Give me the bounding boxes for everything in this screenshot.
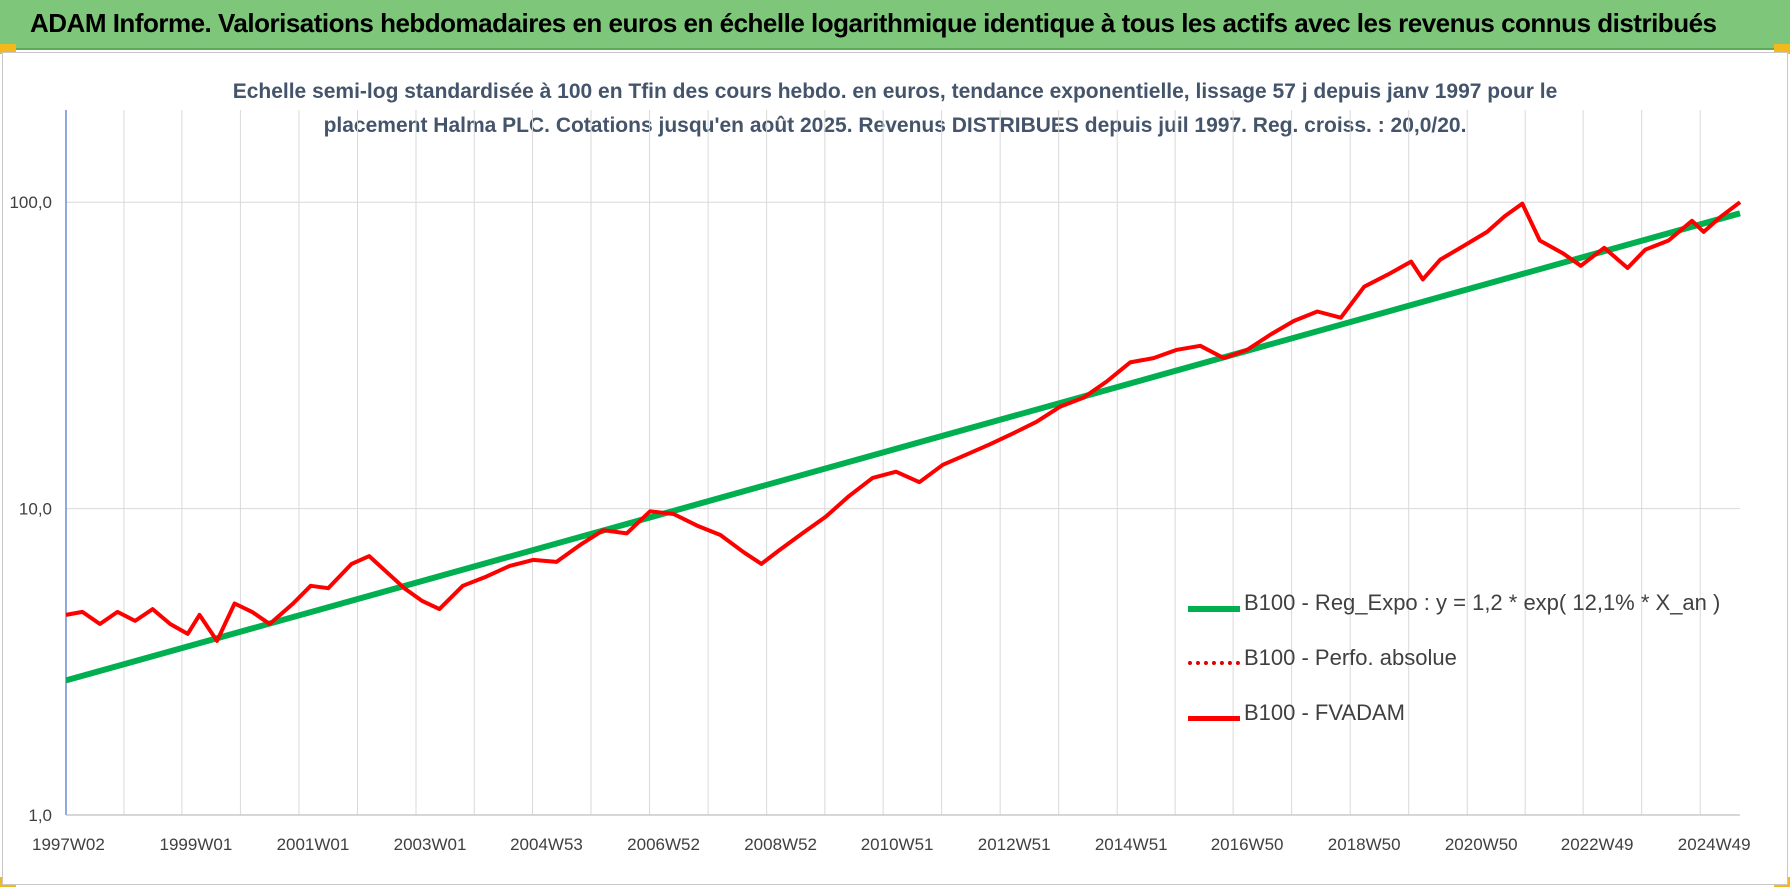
legend-swatch-perf-absolue <box>1188 661 1240 665</box>
chart-title-line-1: Echelle semi-log standardisée à 100 en T… <box>232 80 1558 103</box>
series-perf-absolue-line <box>65 201 1741 642</box>
x-tick-label: 1999W01 <box>160 835 233 854</box>
x-tick-label: 2003W01 <box>394 835 467 854</box>
y-tick-label: 100,0 <box>9 193 52 212</box>
x-tick-label: 2024W49 <box>1678 835 1751 854</box>
x-tick-label: 2004W53 <box>510 835 583 854</box>
legend-label-trend: B100 - Reg_Expo : y = 1,2 * exp( 12,1% *… <box>1244 590 1721 615</box>
series-lines <box>65 200 1742 684</box>
x-tick-label: 2020W50 <box>1445 835 1518 854</box>
series-fvadam-line <box>65 200 1742 643</box>
x-tick-label: 2012W51 <box>978 835 1051 854</box>
chart-area <box>2 52 1788 885</box>
legend-label-fvadam: B100 - FVADAM <box>1244 700 1405 725</box>
corner-accent-left <box>0 44 16 54</box>
legend-swatch-trend <box>1188 606 1240 612</box>
x-tick-label: 2001W01 <box>277 835 350 854</box>
x-tick-label: 2010W51 <box>861 835 934 854</box>
x-tick-label: 2014W51 <box>1095 835 1168 854</box>
x-tick-label: 1997W02 <box>32 835 105 854</box>
x-tick-label: 2008W52 <box>744 835 817 854</box>
x-tick-label: 2022W49 <box>1561 835 1634 854</box>
legend-label-perf-absolue: B100 - Perfo. absolue <box>1244 645 1457 670</box>
page-title: ADAM Informe. Valorisations hebdomadaire… <box>30 8 1717 38</box>
y-tick-label: 10,0 <box>19 500 52 519</box>
legend-swatch-fvadam <box>1188 716 1240 721</box>
tick-labels: 1,0 10,0 100,0 1997W02 1999W01 2001W01 2003W01… <box>9 193 1750 854</box>
series-trend-line <box>65 210 1741 684</box>
x-tick-label: 2018W50 <box>1328 835 1401 854</box>
chart-title-line-2: placement Halma PLC. Cotations jusqu'en … <box>323 114 1467 137</box>
x-tick-label: 2016W50 <box>1211 835 1284 854</box>
header-banner: ADAM Informe. Valorisations hebdomadaire… <box>0 0 1790 50</box>
y-tick-label: 1,0 <box>28 806 52 825</box>
axes <box>65 110 1740 816</box>
grid-lines <box>66 110 1740 816</box>
x-tick-label: 2006W52 <box>627 835 700 854</box>
corner-accent-right <box>1774 44 1790 54</box>
